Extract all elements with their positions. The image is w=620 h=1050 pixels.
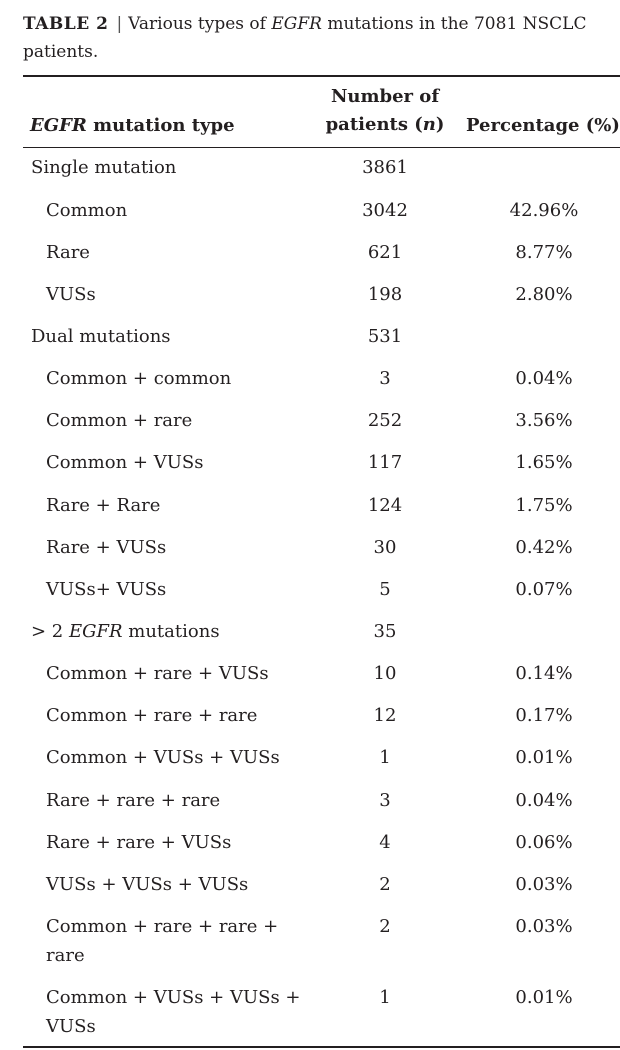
mutation-subtype-cell: Common + rare + VUSs [46, 663, 269, 684]
mutation-subtype-cell: VUSs [46, 284, 96, 305]
percentage-cell: 8.77% [515, 242, 573, 263]
patient-count-cell: 117 [367, 452, 403, 473]
header-number-of-patients: Number of patients (n) [318, 83, 452, 139]
patient-count-cell: 621 [367, 242, 403, 263]
mutation-subtype-cell: VUSs+ VUSs [46, 579, 167, 600]
percentage-cell: 0.07% [515, 579, 573, 600]
percentage-cell: 42.96% [509, 200, 579, 221]
percentage-cell: 0.14% [515, 663, 573, 684]
mutation-subtype-cell: Rare + rare + VUSs [46, 832, 232, 853]
patient-count-cell: 5 [379, 579, 391, 600]
header-type-rest: mutation type [86, 115, 235, 136]
caption-text-before: Various types of [128, 14, 272, 34]
percentage-cell: 1.75% [515, 495, 573, 516]
percentage-cell: 2.80% [515, 284, 573, 305]
mutation-subtype-cell: Common + common [46, 368, 232, 389]
mutation-group-cell: Single mutation [31, 157, 177, 178]
mutation-group-cell: Dual mutations [31, 326, 171, 347]
table-header-rule [23, 147, 620, 148]
caption-text-after: mutations in the 7081 NSCLC patients. [23, 14, 587, 62]
mutation-subtype-cell: Common + rare + rare + rare [46, 916, 279, 966]
patient-count-cell: 124 [367, 495, 403, 516]
patient-count-cell: 1 [379, 747, 391, 768]
percentage-cell: 0.03% [515, 874, 573, 895]
percentage-cell: 0.04% [515, 790, 573, 811]
caption-separator: | [116, 14, 123, 34]
percentage-cell: 0.03% [515, 916, 573, 937]
mutation-subtype-cell: VUSs + VUSs + VUSs [46, 874, 249, 895]
mutation-subtype-cell: Common + rare + rare [46, 705, 258, 726]
header-number-line2: patients (n) [325, 114, 445, 135]
header-number-line1: Number of [330, 86, 440, 107]
mutation-subtype-cell: Rare + VUSs [46, 537, 167, 558]
mutation-subtype-cell: Common [46, 200, 128, 221]
percentage-cell: 0.01% [515, 987, 573, 1008]
mutation-subtype-cell: Rare + Rare [46, 495, 161, 516]
patient-count-cell: 3042 [362, 200, 408, 221]
patient-count-cell: 198 [367, 284, 403, 305]
header-mutation-type: EGFR mutation type [30, 112, 235, 140]
mutation-group-cell: > 2 EGFR mutations [31, 621, 220, 642]
caption-text-italic: EGFR [271, 14, 322, 34]
patient-count-cell: 531 [367, 326, 403, 347]
patient-count-cell: 1 [379, 987, 391, 1008]
patient-count-cell: 30 [373, 537, 397, 558]
percentage-cell: 0.17% [515, 705, 573, 726]
percentage-cell: 0.01% [515, 747, 573, 768]
patient-count-cell: 2 [379, 874, 391, 895]
patient-count-cell: 2 [379, 916, 391, 937]
mutation-subtype-cell: Rare [46, 242, 90, 263]
patient-count-cell: 4 [379, 832, 391, 853]
percentage-cell: 3.56% [515, 410, 573, 431]
patient-count-cell: 12 [373, 705, 397, 726]
patient-count-cell: 3 [379, 790, 391, 811]
mutation-subtype-cell: Common + VUSs [46, 452, 204, 473]
patient-count-cell: 10 [373, 663, 397, 684]
patient-count-cell: 3 [379, 368, 391, 389]
mutation-subtype-cell: Rare + rare + rare [46, 790, 221, 811]
header-type-italic: EGFR [30, 115, 87, 136]
patient-count-cell: 252 [367, 410, 403, 431]
mutation-subtype-cell: Common + VUSs + VUSs [46, 747, 280, 768]
mutation-subtype-cell: Common + rare [46, 410, 193, 431]
patient-count-cell: 3861 [362, 157, 408, 178]
table-label: TABLE 2 [23, 14, 109, 34]
mutation-subtype-cell: Common + VUSs + VUSs + VUSs [46, 987, 301, 1037]
table-bottom-rule [23, 1046, 620, 1048]
table-top-rule [23, 75, 620, 77]
patient-count-cell: 35 [373, 621, 397, 642]
table-caption: TABLE 2 | Various types of EGFR mutations … [23, 10, 620, 66]
percentage-cell: 0.04% [515, 368, 573, 389]
header-percentage: Percentage (%) [466, 115, 620, 136]
percentage-cell: 1.65% [515, 452, 573, 473]
percentage-cell: 0.42% [515, 537, 573, 558]
percentage-cell: 0.06% [515, 832, 573, 853]
